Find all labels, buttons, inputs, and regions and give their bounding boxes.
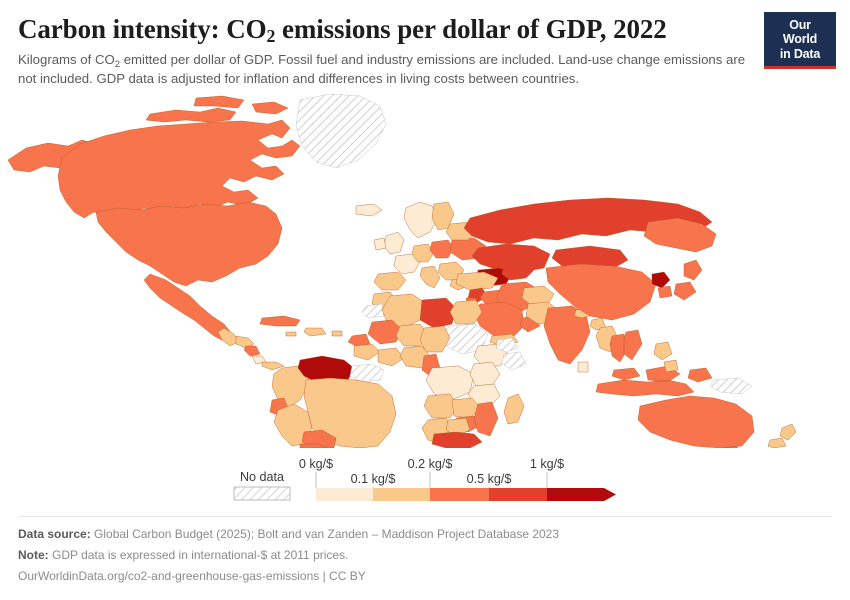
country-new-zealand[interactable] [767, 423, 797, 448]
world-choropleth-map[interactable] [0, 88, 850, 448]
country-japan[interactable] [673, 259, 703, 301]
title-subscript: 2 [266, 26, 276, 46]
chart-subtitle: Kilograms of CO2 emitted per dollar of G… [18, 51, 748, 88]
country-canada-arctic-isles[interactable] [145, 95, 289, 123]
owid-logo-line1: Our World [782, 18, 818, 47]
legend-no-data-label: No data [240, 470, 284, 484]
page-title: Carbon intensity: CO2 emissions per doll… [18, 14, 832, 46]
footer-source-label: Data source: [18, 527, 91, 541]
country-nicaragua[interactable] [243, 345, 261, 357]
subtitle-subscript: 2 [114, 59, 121, 71]
country-mozambique[interactable] [473, 401, 499, 437]
country-ireland[interactable] [373, 237, 387, 251]
country-philippines[interactable] [653, 341, 679, 373]
country-zambia[interactable] [451, 397, 481, 419]
country-south-korea[interactable] [657, 285, 673, 299]
title-text-post: emissions per dollar of GDP, 2022 [275, 14, 667, 44]
country-guinea-region[interactable] [353, 343, 381, 361]
country-ghana-ivory-coast[interactable] [377, 347, 405, 367]
country-guatemala[interactable] [217, 327, 239, 347]
country-eritrea-somalia[interactable] [495, 337, 527, 371]
country-spain-portugal[interactable] [373, 271, 407, 291]
country-italy[interactable] [419, 265, 441, 289]
country-norway-sweden[interactable] [403, 201, 439, 239]
country-thailand[interactable] [609, 333, 629, 363]
legend-tick-label-0p1: 0.1 kg/$ [351, 472, 396, 486]
owid-logo[interactable]: Our World in Data [764, 12, 836, 69]
legend-tick-label-1: 1 kg/$ [530, 457, 564, 471]
country-turkey[interactable] [455, 271, 499, 291]
country-madagascar[interactable] [503, 393, 525, 425]
country-western-sahara[interactable] [361, 303, 385, 319]
country-greenland[interactable] [295, 93, 387, 169]
country-bolivia[interactable] [301, 429, 337, 448]
subtitle-text-pre: Kilograms of CO [18, 52, 115, 68]
footer-link-row[interactable]: OurWorldinData.org/co2-and-greenhouse-ga… [18, 566, 818, 587]
footer-divider [18, 516, 832, 517]
country-tasmania[interactable] [721, 445, 739, 448]
legend-tick-label-0p2: 0.2 kg/$ [408, 457, 453, 471]
owid-logo-text: Our World in Data [771, 18, 829, 66]
country-cuba[interactable] [259, 315, 301, 327]
country-russia-east[interactable] [643, 217, 717, 253]
country-germany[interactable] [411, 243, 435, 263]
country-puerto-rico[interactable] [331, 330, 343, 337]
country-canada[interactable] [57, 119, 301, 219]
legend-tick-label-0: 0 kg/$ [299, 457, 333, 471]
footer-note-label: Note: [18, 548, 49, 562]
title-text-pre: Carbon intensity: CO [18, 14, 267, 44]
footer-source-text: Global Carbon Budget (2025); Bolt and va… [94, 527, 560, 541]
country-uzbekistan[interactable] [501, 263, 535, 281]
country-algeria[interactable] [381, 293, 425, 329]
country-china[interactable] [545, 263, 657, 321]
country-dr-congo[interactable] [425, 365, 475, 401]
country-nigeria[interactable] [399, 345, 431, 369]
country-panama[interactable] [261, 361, 285, 371]
country-angola[interactable] [423, 393, 459, 419]
country-united-states[interactable] [95, 201, 283, 287]
country-guyana-suriname[interactable] [349, 363, 385, 383]
country-malaysia[interactable] [611, 367, 641, 381]
owid-logo-line2: in Data [779, 46, 821, 61]
footer-link-text[interactable]: OurWorldinData.org/co2-and-greenhouse-ga… [18, 569, 366, 583]
country-senegal[interactable] [347, 333, 371, 347]
legend-bin-2[interactable] [430, 488, 489, 501]
legend-bin-1[interactable] [373, 488, 430, 501]
country-vietnam[interactable] [623, 329, 643, 361]
country-libya[interactable] [419, 297, 457, 329]
legend-bin-3[interactable] [489, 488, 547, 501]
chart-footer: Data source: Global Carbon Budget (2025)… [18, 516, 832, 587]
country-south-africa[interactable] [431, 431, 483, 448]
footer-note-text: GDP data is expressed in international-$… [52, 548, 349, 562]
legend-bin-4[interactable] [547, 488, 616, 501]
country-iceland[interactable] [355, 203, 383, 217]
country-papua-new-guinea[interactable] [709, 377, 753, 395]
subtitle-text-post: emitted per dollar of GDP. Fossil fuel a… [18, 52, 746, 86]
country-sri-lanka[interactable] [577, 361, 589, 373]
legend-tick-label-0p5: 0.5 kg/$ [467, 472, 512, 486]
country-niger[interactable] [395, 323, 429, 347]
country-north-korea[interactable] [651, 271, 671, 289]
footer-source-row: Data source: Global Carbon Budget (2025)… [18, 524, 818, 545]
map-legend: No data 0 kg/$ 0.2 kg/$ 1 kg/$ 0.1 kg/$ … [0, 452, 850, 510]
footer-note-row: Note: GDP data is expressed in internati… [18, 545, 818, 566]
legend-no-data-swatch [233, 486, 291, 501]
country-mexico[interactable] [143, 273, 233, 343]
owid-logo-rule [764, 65, 836, 69]
country-australia[interactable] [637, 395, 755, 448]
country-mali[interactable] [367, 319, 403, 345]
country-poland[interactable] [429, 239, 455, 259]
country-hispaniola[interactable] [303, 327, 327, 337]
country-jamaica[interactable] [285, 331, 297, 337]
country-chad[interactable] [419, 325, 451, 353]
country-united-kingdom[interactable] [383, 231, 405, 255]
legend-bin-0[interactable] [316, 488, 373, 501]
country-indonesia[interactable] [595, 365, 713, 397]
country-argentina[interactable] [299, 443, 329, 448]
country-brazil[interactable] [303, 377, 397, 448]
chart-header: Carbon intensity: CO2 emissions per doll… [0, 0, 850, 89]
